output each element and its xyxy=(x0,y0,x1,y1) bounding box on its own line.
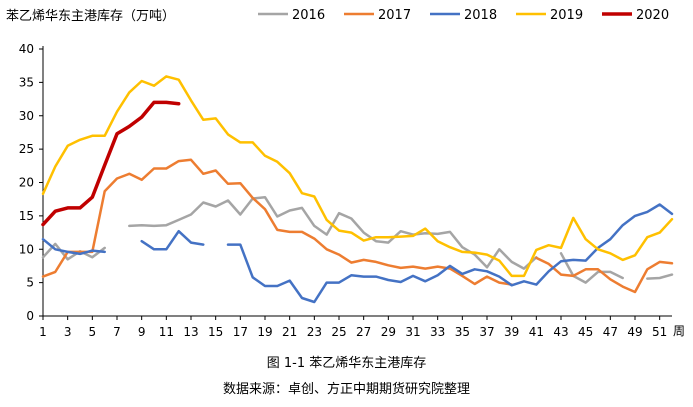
y-tick-label: 20 xyxy=(19,176,34,190)
x-tick-label: 27 xyxy=(356,325,371,339)
legend-label-2019: 2019 xyxy=(550,8,583,23)
x-tick-label: 3 xyxy=(64,325,72,339)
x-tick-label: 45 xyxy=(578,325,593,339)
x-tick-label: 15 xyxy=(208,325,223,339)
x-tick-label: 51 xyxy=(652,325,667,339)
x-tick-label: 47 xyxy=(603,325,618,339)
legend-label-2018: 2018 xyxy=(464,8,497,23)
x-tick-label: 21 xyxy=(282,325,297,339)
x-axis-label: 周 xyxy=(673,324,685,338)
y-tick-label: 40 xyxy=(19,42,34,56)
x-tick-label: 11 xyxy=(159,325,174,339)
x-tick-label: 35 xyxy=(455,325,470,339)
legend-label-2016: 2016 xyxy=(292,8,325,23)
series-line-2017 xyxy=(41,158,674,294)
series-line-2020 xyxy=(41,100,181,227)
series-line-2018 xyxy=(41,203,674,304)
x-tick-label: 33 xyxy=(430,325,445,339)
x-tick-label: 41 xyxy=(529,325,544,339)
x-tick-label: 1 xyxy=(39,325,47,339)
x-tick-label: 29 xyxy=(381,325,396,339)
figure-caption: 图 1-1 苯乙烯华东主港库存 xyxy=(266,356,427,371)
x-tick-label: 37 xyxy=(479,325,494,339)
chart-plot-area xyxy=(41,75,674,304)
x-tick-label: 43 xyxy=(553,325,568,339)
x-tick-label: 23 xyxy=(307,325,322,339)
series-line-2019 xyxy=(41,75,674,278)
chart-title: 苯乙烯华东主港库存（万吨） xyxy=(6,8,175,24)
y-tick-label: 5 xyxy=(26,276,34,290)
x-tick-label: 5 xyxy=(89,325,97,339)
chart-legend: 2016 2017 2018 2019 2020 xyxy=(258,8,669,23)
y-tick-label: 35 xyxy=(19,75,34,89)
y-tick-label: 0 xyxy=(26,309,34,323)
x-tick-label: 49 xyxy=(627,325,642,339)
x-tick-label: 13 xyxy=(183,325,198,339)
x-tick-label: 25 xyxy=(331,325,346,339)
x-tick-label: 17 xyxy=(233,325,248,339)
x-tick-label: 9 xyxy=(138,325,146,339)
line-chart: 苯乙烯华东主港库存（万吨） 2016 2017 2018 2019 2020 05101… xyxy=(6,8,685,339)
y-tick-label: 30 xyxy=(19,109,34,123)
x-tick-label: 39 xyxy=(504,325,519,339)
x-tick-label: 19 xyxy=(257,325,272,339)
y-tick-label: 15 xyxy=(19,209,34,223)
figure-source: 数据来源：卓创、方正中期期货研究院整理 xyxy=(222,382,470,397)
x-tick-label: 31 xyxy=(405,325,420,339)
series-line-2016 xyxy=(41,195,674,284)
y-tick-label: 25 xyxy=(19,142,34,156)
x-tick-label: 7 xyxy=(113,325,121,339)
legend-label-2017: 2017 xyxy=(378,8,411,23)
legend-label-2020: 2020 xyxy=(636,8,669,23)
y-tick-label: 10 xyxy=(19,242,34,256)
